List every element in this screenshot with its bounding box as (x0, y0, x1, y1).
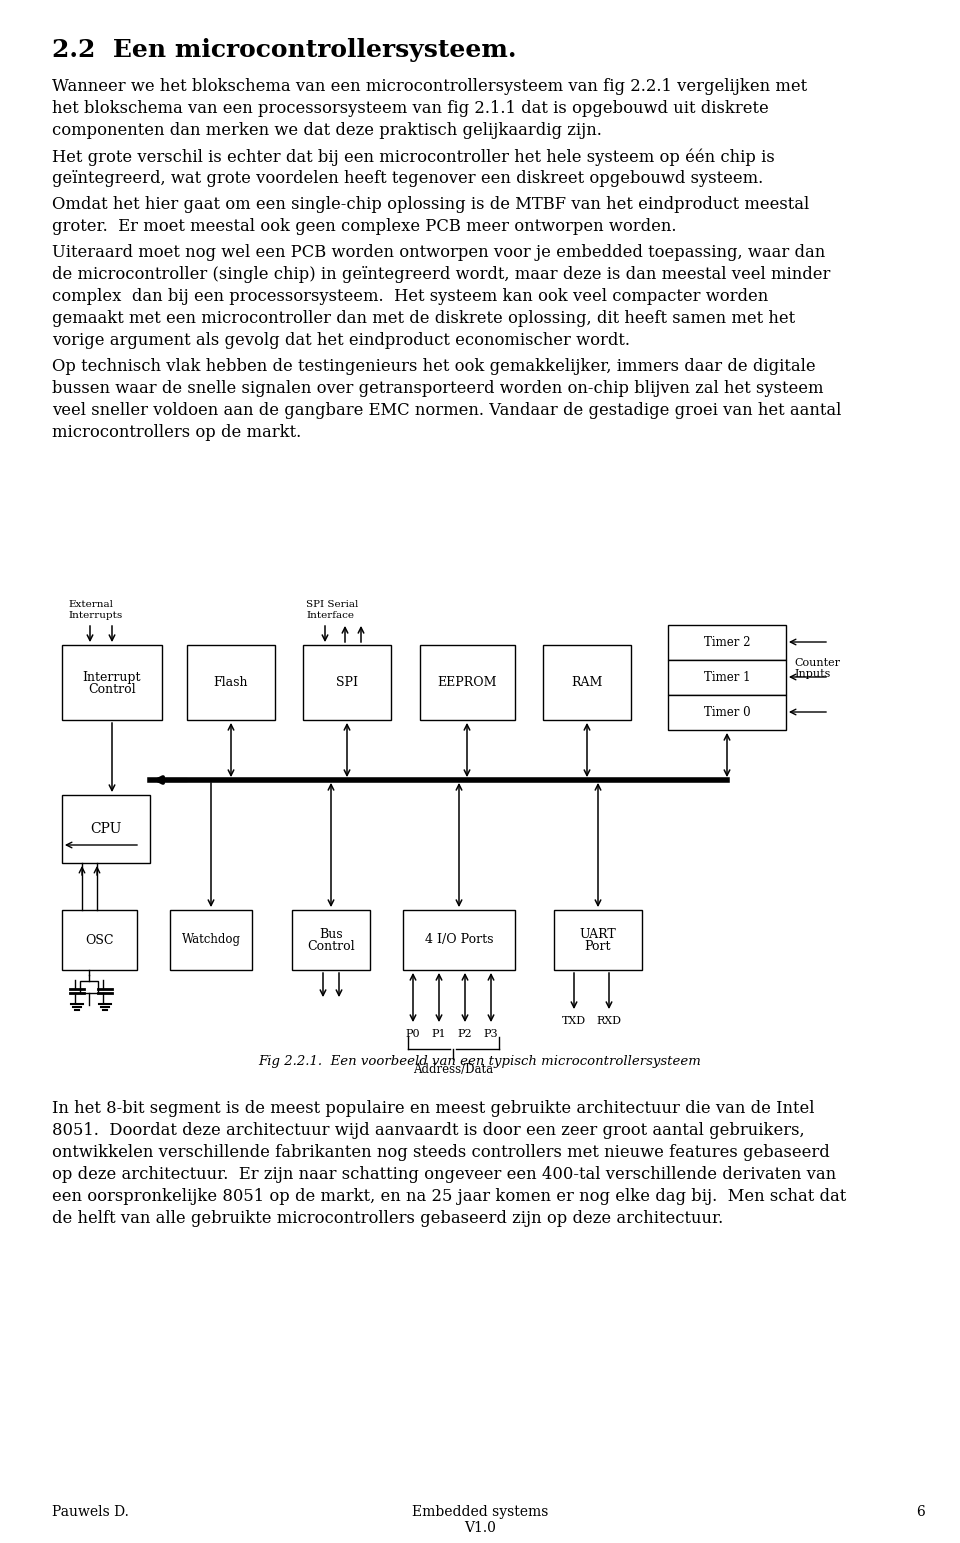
Text: Interrupt: Interrupt (83, 671, 141, 684)
Text: Embedded systems
V1.0: Embedded systems V1.0 (412, 1504, 548, 1535)
Text: Timer 0: Timer 0 (704, 707, 751, 719)
Text: Timer 1: Timer 1 (704, 671, 751, 684)
Text: SPI Serial: SPI Serial (306, 600, 358, 609)
Bar (62, 645, 162, 721)
Text: een oorspronkelijke 8051 op de markt, en na 25 jaar komen er nog elke dag bij.  : een oorspronkelijke 8051 op de markt, en… (52, 1188, 847, 1205)
Text: Pauwels D.: Pauwels D. (52, 1504, 129, 1518)
Text: geïntegreerd, wat grote voordelen heeft tegenover een diskreet opgebouwd systeem: geïntegreerd, wat grote voordelen heeft … (52, 170, 763, 187)
Text: CPU: CPU (90, 822, 122, 836)
Text: Counter: Counter (794, 657, 840, 668)
Text: de helft van alle gebruikte microcontrollers gebaseerd zijn op deze architectuur: de helft van alle gebruikte microcontrol… (52, 1210, 723, 1227)
Text: Interface: Interface (306, 611, 354, 620)
Bar (62, 910, 137, 971)
Text: Control: Control (307, 941, 355, 954)
Bar (543, 645, 631, 721)
Text: ontwikkelen verschillende fabrikanten nog steeds controllers met nieuwe features: ontwikkelen verschillende fabrikanten no… (52, 1143, 829, 1160)
Text: groter.  Er moet meestal ook geen complexe PCB meer ontworpen worden.: groter. Er moet meestal ook geen complex… (52, 218, 677, 235)
Bar (420, 645, 515, 721)
Text: External: External (68, 600, 113, 609)
Text: EEPROM: EEPROM (438, 676, 497, 690)
Text: vorige argument als gevolg dat het eindproduct economischer wordt.: vorige argument als gevolg dat het eindp… (52, 332, 630, 349)
Text: RXD: RXD (596, 1015, 621, 1026)
Bar (554, 910, 642, 971)
Bar (668, 694, 786, 730)
Text: Control: Control (88, 684, 135, 696)
Text: Address/Data: Address/Data (413, 1063, 493, 1075)
Text: SPI: SPI (336, 676, 358, 690)
Text: het blokschema van een processorsysteem van fig 2.1.1 dat is opgebouwd uit diskr: het blokschema van een processorsysteem … (52, 100, 769, 117)
Text: Wanneer we het blokschema van een microcontrollersysteem van fig 2.2.1 vergelijk: Wanneer we het blokschema van een microc… (52, 79, 807, 96)
Text: In het 8-bit segment is de meest populaire en meest gebruikte architectuur die v: In het 8-bit segment is de meest populai… (52, 1100, 814, 1117)
Text: Bus: Bus (319, 929, 343, 941)
Text: RAM: RAM (571, 676, 603, 690)
Text: Interrupts: Interrupts (68, 611, 122, 620)
Text: 2.2  Een microcontrollersysteem.: 2.2 Een microcontrollersysteem. (52, 39, 516, 62)
Text: Omdat het hier gaat om een single-chip oplossing is de MTBF van het eindproduct : Omdat het hier gaat om een single-chip o… (52, 196, 809, 213)
Text: microcontrollers op de markt.: microcontrollers op de markt. (52, 424, 301, 441)
Text: 8051.  Doordat deze architectuur wijd aanvaardt is door een zeer groot aantal ge: 8051. Doordat deze architectuur wijd aan… (52, 1122, 804, 1139)
Bar (80, 981, 98, 994)
Text: veel sneller voldoen aan de gangbare EMC normen. Vandaar de gestadige groei van : veel sneller voldoen aan de gangbare EMC… (52, 403, 841, 420)
Text: componenten dan merken we dat deze praktisch gelijkaardig zijn.: componenten dan merken we dat deze prakt… (52, 122, 602, 139)
Text: TXD: TXD (562, 1015, 586, 1026)
Text: Inputs: Inputs (794, 670, 830, 679)
Text: complex  dan bij een processorsysteem.  Het systeem kan ook veel compacter worde: complex dan bij een processorsysteem. He… (52, 289, 768, 306)
Bar (303, 645, 391, 721)
Text: Op technisch vlak hebben de testingenieurs het ook gemakkelijker, immers daar de: Op technisch vlak hebben de testingenieu… (52, 358, 816, 375)
Text: Uiteraard moet nog wel een PCB worden ontworpen voor je embedded toepassing, waa: Uiteraard moet nog wel een PCB worden on… (52, 244, 826, 261)
Text: P1: P1 (432, 1029, 446, 1038)
Text: Het grote verschil is echter dat bij een microcontroller het hele systeem op één: Het grote verschil is echter dat bij een… (52, 148, 775, 165)
Text: P2: P2 (458, 1029, 472, 1038)
Text: 6: 6 (916, 1504, 925, 1518)
Text: P3: P3 (484, 1029, 498, 1038)
Text: gemaakt met een microcontroller dan met de diskrete oplossing, dit heeft samen m: gemaakt met een microcontroller dan met … (52, 310, 795, 327)
Bar (403, 910, 515, 971)
Bar (62, 795, 150, 863)
Bar (187, 645, 275, 721)
Bar (170, 910, 252, 971)
Bar (292, 910, 370, 971)
Text: OSC: OSC (85, 934, 113, 946)
Text: bussen waar de snelle signalen over getransporteerd worden on-chip blijven zal h: bussen waar de snelle signalen over getr… (52, 380, 824, 397)
Text: P0: P0 (406, 1029, 420, 1038)
Text: op deze architectuur.  Er zijn naar schatting ongeveer een 400-tal verschillende: op deze architectuur. Er zijn naar schat… (52, 1167, 836, 1183)
Bar (668, 660, 786, 694)
Bar (668, 625, 786, 660)
Text: UART: UART (580, 929, 616, 941)
Text: de microcontroller (single chip) in geïntegreerd wordt, maar deze is dan meestal: de microcontroller (single chip) in geïn… (52, 265, 830, 282)
Text: Timer 2: Timer 2 (704, 636, 751, 650)
Text: Watchdog: Watchdog (181, 934, 241, 946)
Text: Fig 2.2.1.  Een voorbeeld van een typisch microcontrollersysteem: Fig 2.2.1. Een voorbeeld van een typisch… (258, 1055, 702, 1068)
Text: Port: Port (585, 941, 612, 954)
Text: Flash: Flash (214, 676, 249, 690)
Text: 4 I/O Ports: 4 I/O Ports (424, 934, 493, 946)
